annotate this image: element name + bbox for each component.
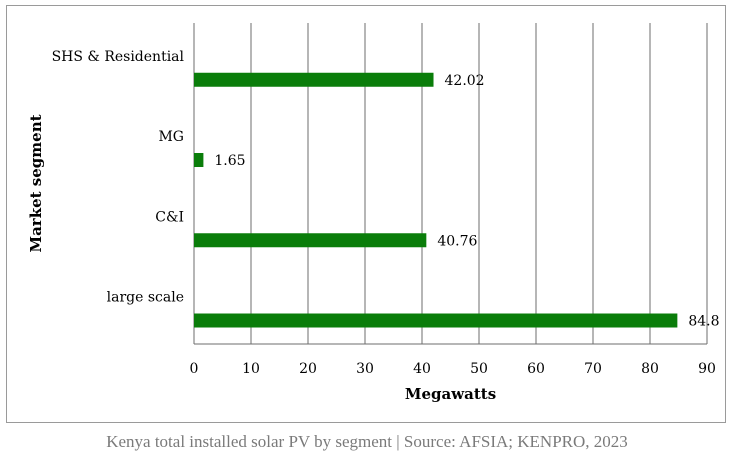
category-label-3: large scale (107, 290, 184, 306)
bar-1 (194, 153, 204, 168)
x-tick-label-50: 50 (470, 361, 488, 377)
category-label-2: C&I (155, 209, 184, 225)
x-tick-label-0: 0 (190, 361, 199, 377)
category-label-0: SHS & Residential (52, 49, 185, 65)
value-label-3: 84.8 (688, 314, 719, 330)
bar-2 (194, 233, 427, 248)
value-label-0: 42.02 (445, 73, 485, 89)
x-tick-label-90: 90 (698, 361, 716, 377)
bar-chart: 0 10 20 30 40 50 60 70 80 90 SHS & Residential 42.0… (27, 23, 720, 403)
bar-3 (194, 313, 678, 328)
x-axis-title: Megawatts (405, 385, 496, 403)
y-axis-title: Market segment (27, 114, 45, 252)
bar-0 (194, 72, 434, 87)
x-tick-label-70: 70 (584, 361, 602, 377)
x-tick-label-10: 10 (242, 361, 260, 377)
x-tick-label-60: 60 (527, 361, 545, 377)
category-label-1: MG (158, 129, 184, 145)
figure-caption: Kenya total installed solar PV by segmen… (106, 432, 628, 451)
x-tick-label-40: 40 (413, 361, 431, 377)
value-label-1: 1.65 (214, 153, 245, 169)
x-tick-label-80: 80 (641, 361, 659, 377)
value-label-2: 40.76 (437, 233, 477, 249)
x-tick-label-30: 30 (356, 361, 374, 377)
x-tick-label-20: 20 (299, 361, 317, 377)
